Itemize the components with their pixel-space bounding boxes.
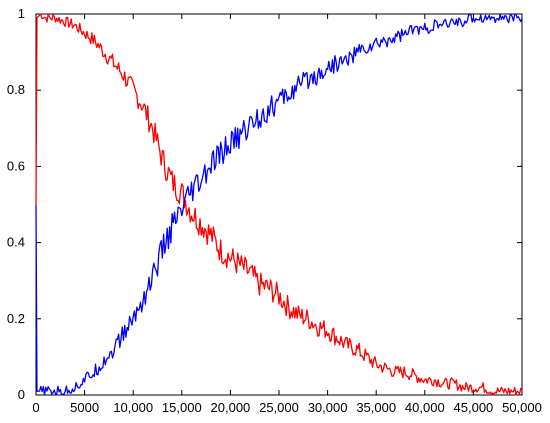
x-tick-label: 40,000 — [405, 400, 445, 415]
red-series-line — [35, 13, 523, 396]
blue-series-line — [35, 13, 523, 396]
y-tick-label: 0 — [18, 387, 25, 402]
x-tick-label: 25,000 — [259, 400, 299, 415]
plot-area-frame — [35, 13, 523, 396]
x-tick-label: 30,000 — [308, 400, 348, 415]
x-tick-label: 45,000 — [454, 400, 494, 415]
series-lines — [35, 13, 523, 396]
x-tick-label: 20,000 — [211, 400, 251, 415]
y-tick-label: 0.6 — [7, 158, 25, 173]
x-axis-tick-labels: 0 5000 10,000 15,000 20,000 25,000 30,000 35,00… — [32, 400, 542, 415]
y-tick-label: 0.4 — [7, 235, 25, 250]
y-axis-tick-labels: 0 0.2 0.4 0.6 0.8 1 — [7, 6, 25, 402]
x-tick-label: 10,000 — [113, 400, 153, 415]
x-tick-label: 35,000 — [356, 400, 396, 415]
x-tick-label: 0 — [32, 400, 39, 415]
y-tick-label: 1 — [18, 6, 25, 21]
x-tick-label: 15,000 — [162, 400, 202, 415]
y-tick-label: 0.8 — [7, 82, 25, 97]
y-tick-label: 0.2 — [7, 311, 25, 326]
x-tick-label: 5000 — [70, 400, 99, 415]
x-tick-label: 50,000 — [502, 400, 542, 415]
